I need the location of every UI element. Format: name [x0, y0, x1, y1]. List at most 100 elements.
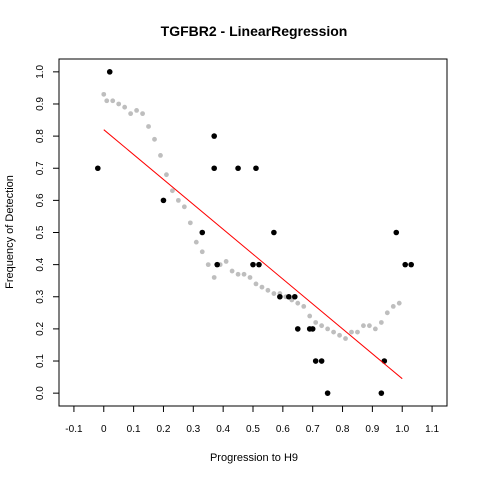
smoothed-point — [355, 330, 360, 335]
smoothed-point — [319, 323, 324, 328]
smoothed-point — [331, 330, 336, 335]
smoothed-point — [385, 310, 390, 315]
smoothed-point — [182, 204, 187, 209]
observed-point — [277, 294, 283, 300]
y-tick-label: 0.3 — [35, 289, 46, 303]
observed-point — [211, 133, 217, 139]
smoothed-point — [391, 304, 396, 309]
smoothed-point — [271, 291, 276, 296]
observed-point — [319, 358, 325, 364]
smoothed-point — [379, 320, 384, 325]
y-axis-label: Frequency of Detection — [4, 175, 16, 289]
observed-point — [107, 69, 113, 75]
smoothed-point — [397, 301, 402, 306]
smoothed-point — [200, 249, 205, 254]
observed-point — [256, 262, 262, 268]
smoothed-point — [146, 124, 151, 129]
observed-point — [382, 358, 388, 364]
observed-point — [402, 262, 408, 268]
observed-point — [271, 230, 277, 236]
x-tick-label: 0.6 — [276, 424, 290, 435]
smoothed-point — [242, 272, 247, 277]
smoothed-point — [361, 323, 366, 328]
y-tick-label: 0.9 — [35, 97, 46, 111]
smoothed-point — [266, 288, 271, 293]
observed-point — [161, 198, 167, 204]
x-tick-label: 1.0 — [395, 424, 409, 435]
x-tick-label: 1.1 — [425, 424, 439, 435]
x-tick-label: 0.9 — [365, 424, 379, 435]
smoothed-point — [134, 108, 139, 113]
y-axis: 0.0 0.1 0.2 0.3 0.4 0.5 0.6 0.7 0.8 0.9 1.0 — [35, 64, 59, 400]
observed-point — [235, 165, 241, 171]
y-tick-label: 0.1 — [35, 354, 46, 368]
smoothed-point — [122, 105, 127, 110]
x-tick-label: 0 — [101, 424, 107, 435]
smoothed-point — [349, 330, 354, 335]
smoothed-point — [128, 111, 133, 116]
smoothed-point — [170, 188, 175, 193]
x-tick-label: 0.4 — [216, 424, 230, 435]
observed-point — [310, 326, 316, 332]
smoothed-point — [152, 137, 157, 142]
y-tick-label: 0.7 — [35, 161, 46, 175]
smoothed-point — [301, 304, 306, 309]
smoothed-point — [188, 220, 193, 225]
x-tick-label: 0.8 — [336, 424, 350, 435]
smoothed-point — [236, 272, 241, 277]
y-tick-label: 1.0 — [35, 64, 46, 78]
x-tick-label: 0.1 — [127, 424, 141, 435]
regression-line — [104, 130, 402, 379]
smoothed-point — [194, 240, 199, 245]
smoothed-point — [254, 282, 259, 287]
smoothed-point — [260, 285, 265, 290]
y-tick-label: 0.0 — [35, 386, 46, 400]
x-tick-label: -0.1 — [65, 424, 83, 435]
smoothed-point — [206, 262, 211, 267]
observed-point — [250, 262, 256, 268]
y-tick-label: 0.4 — [35, 257, 46, 271]
smoothed-point — [373, 326, 378, 331]
observed-point — [295, 326, 301, 332]
smoothed-point — [295, 301, 300, 306]
smoothed-point — [104, 98, 109, 103]
smoothed-point — [224, 259, 229, 264]
y-tick-label: 0.8 — [35, 129, 46, 143]
observed-point — [325, 390, 331, 396]
smoothed-point — [343, 336, 348, 341]
observed-point — [199, 230, 205, 236]
observed-point — [286, 294, 292, 300]
x-tick-label: 0.7 — [306, 424, 320, 435]
observed-point — [95, 165, 101, 171]
smoothed-point — [307, 314, 312, 319]
smoothed-point — [164, 172, 169, 177]
observed-point — [408, 262, 414, 268]
plot-frame — [59, 59, 447, 406]
y-tick-label: 0.2 — [35, 322, 46, 336]
observed-point — [253, 165, 259, 171]
x-axis: -0.1 0 0.1 0.2 0.3 0.4 0.5 0.6 0.7 0.8 0.9 1.0 1.1 — [65, 406, 439, 435]
x-tick-label: 0.2 — [157, 424, 171, 435]
observed-point — [313, 358, 319, 364]
smoothed-point — [230, 269, 235, 274]
observed-point — [292, 294, 298, 300]
smoothed-series — [101, 92, 401, 341]
observed-point — [214, 262, 220, 268]
y-tick-label: 0.6 — [35, 193, 46, 207]
smoothed-point — [337, 333, 342, 338]
observed-point — [211, 165, 217, 171]
smoothed-point — [110, 98, 115, 103]
x-tick-label: 0.3 — [186, 424, 200, 435]
smoothed-point — [116, 102, 121, 107]
observed-point — [393, 230, 399, 236]
observed-series — [95, 69, 414, 396]
smoothed-point — [367, 323, 372, 328]
smoothed-point — [313, 320, 318, 325]
smoothed-point — [212, 275, 217, 280]
chart-title: TGFBR2 - LinearRegression — [161, 23, 348, 39]
x-tick-label: 0.5 — [246, 424, 260, 435]
smoothed-point — [101, 92, 106, 97]
observed-point — [379, 390, 385, 396]
smoothed-point — [325, 326, 330, 331]
